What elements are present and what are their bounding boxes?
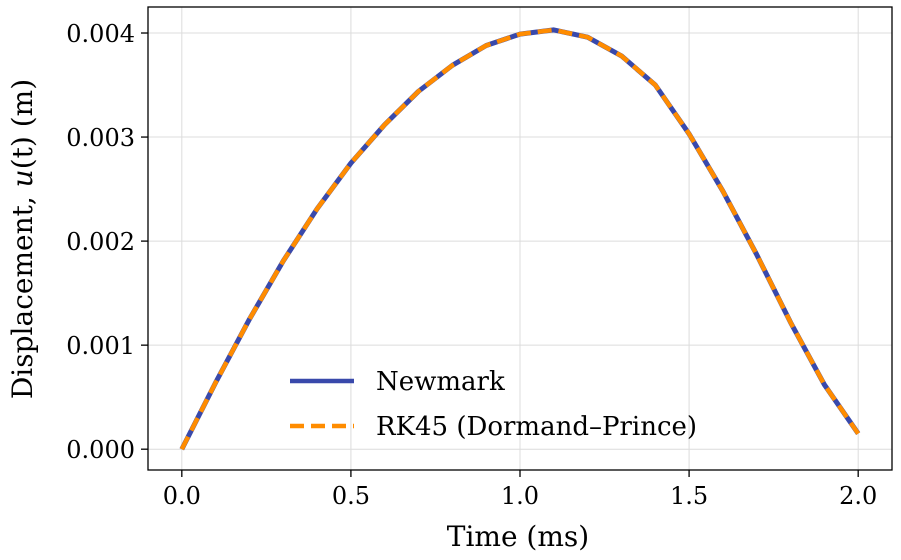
y-tick-label: 0.000: [66, 436, 135, 464]
legend-label-newmark: Newmark: [376, 367, 505, 397]
y-axis-label-variable: u: [6, 169, 39, 187]
x-tick-label: 1.5: [670, 482, 708, 510]
x-tick-label: 2.0: [839, 482, 877, 510]
plot-area: [179, 27, 861, 451]
x-axis-label: Time (ms): [447, 520, 589, 553]
y-axis-label-argument: (t): [6, 136, 39, 169]
y-tick-label: 0.004: [66, 20, 135, 48]
y-tick-label: 0.002: [66, 228, 135, 256]
axis-ticks: 0.0 0.5 1.0 1.5 2.0 0.000 0.001 0.002 0.003 0.004: [66, 20, 877, 510]
y-axis-label-unit: (m): [6, 79, 39, 136]
x-tick-label: 0.5: [332, 482, 370, 510]
y-tick-label: 0.003: [66, 124, 135, 152]
x-tick-label: 0.0: [163, 482, 201, 510]
y-tick-label: 0.001: [66, 332, 135, 360]
series-line-rk45: [179, 27, 861, 451]
legend-label-rk45: RK45 (Dormand–Prince): [376, 412, 697, 442]
y-axis-label: Displacement, u(t) (m): [6, 79, 39, 399]
y-axis-label-prefix: Displacement,: [6, 187, 39, 399]
legend: Newmark RK45 (Dormand–Prince): [290, 367, 697, 442]
axes-frame: [147, 6, 893, 471]
grid: [148, 7, 892, 470]
x-tick-label: 1.0: [501, 482, 539, 510]
